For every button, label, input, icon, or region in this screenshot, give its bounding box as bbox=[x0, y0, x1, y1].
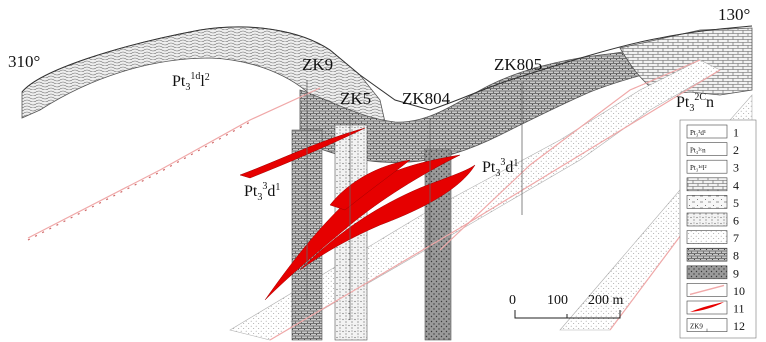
legend-number-3: 3 bbox=[733, 161, 739, 175]
azimuth-left-label: 310° bbox=[8, 52, 40, 71]
legend-item-11: 11 bbox=[686, 300, 745, 316]
legend-swatch-text-12: ZK9 bbox=[690, 323, 703, 331]
legend-number-8: 8 bbox=[733, 249, 739, 263]
legend-item-7: 7 bbox=[686, 230, 739, 245]
unit-label-mid-right: Pt33d1 bbox=[482, 157, 518, 179]
legend-swatch-text-3: Pt₃¹ᵈl² bbox=[690, 164, 707, 172]
scale-tick-100: 100 bbox=[547, 293, 568, 308]
borehole-label-zk805: ZK805 bbox=[494, 55, 542, 74]
topographic-profile bbox=[21, 25, 753, 111]
legend-number-6: 6 bbox=[733, 214, 739, 228]
legend-swatch-6 bbox=[686, 212, 728, 227]
legend-number-4: 4 bbox=[733, 178, 739, 192]
legend-item-2: Pt₃²ᶜn 2 bbox=[686, 142, 739, 157]
borehole-label-zk5: ZK5 bbox=[340, 89, 371, 108]
legend-swatch-3 bbox=[686, 159, 728, 174]
legend-swatch-1 bbox=[686, 124, 728, 139]
legend-item-1: Pt₃³d¹ 1 bbox=[686, 124, 739, 140]
legend-number-7: 7 bbox=[733, 231, 739, 245]
unit-label-mid-left: Pt33d1 bbox=[244, 181, 280, 203]
legend-item-10: 10 bbox=[686, 283, 745, 298]
legend-number-11: 11 bbox=[733, 302, 745, 316]
legend-swatch-8 bbox=[686, 247, 728, 262]
scale-tick-200: 200 m bbox=[588, 293, 624, 308]
scale-tick-0: 0 bbox=[509, 293, 516, 308]
legend-number-10: 10 bbox=[733, 284, 745, 298]
borehole-label-zk804: ZK804 bbox=[402, 89, 451, 108]
legend-number-5: 5 bbox=[733, 196, 739, 210]
drillhole-traces bbox=[306, 80, 523, 320]
legend-item-9: 9 bbox=[686, 265, 739, 280]
unit-label-right-top: Pt32Cn bbox=[676, 92, 714, 114]
legend-swatch-text-2: Pt₃²ᶜn bbox=[690, 147, 706, 155]
legend-swatch-2 bbox=[686, 142, 728, 156]
scale-bar: 0 100 200 m bbox=[509, 293, 624, 319]
legend-number-1: 1 bbox=[733, 126, 739, 140]
legend-item-12: ZK9 12 bbox=[686, 318, 745, 333]
legend-swatch-text-1: Pt₃³d¹ bbox=[690, 129, 706, 137]
legend-fault-symbol bbox=[689, 284, 725, 296]
legend-swatch-5 bbox=[686, 195, 728, 209]
legend-item-8: 8 bbox=[686, 247, 739, 263]
legend-item-4: 4 bbox=[686, 177, 739, 192]
legend-item-6: 6 bbox=[686, 212, 739, 228]
borehole-label-zk9: ZK9 bbox=[302, 55, 333, 74]
legend: Pt₃³d¹ 1 Pt₃²ᶜn 2 Pt₃¹ᵈl² 3 4 5 6 7 8 9 10 11 ZK9 12 bbox=[679, 119, 757, 339]
azimuth-right-label: 130° bbox=[718, 5, 750, 24]
legend-orebody-symbol bbox=[690, 302, 724, 312]
legend-swatch-7 bbox=[686, 230, 728, 244]
legend-number-2: 2 bbox=[733, 143, 739, 157]
legend-number-12: 12 bbox=[733, 319, 745, 333]
unit-label-left-top: Pt31dl2 bbox=[172, 71, 210, 93]
legend-swatch-9 bbox=[686, 265, 728, 280]
legend-number-9: 9 bbox=[733, 266, 739, 280]
legend-swatch-4 bbox=[686, 177, 728, 192]
legend-item-3: Pt₃¹ᵈl² 3 bbox=[686, 159, 739, 175]
legend-item-5: 5 bbox=[686, 195, 739, 210]
